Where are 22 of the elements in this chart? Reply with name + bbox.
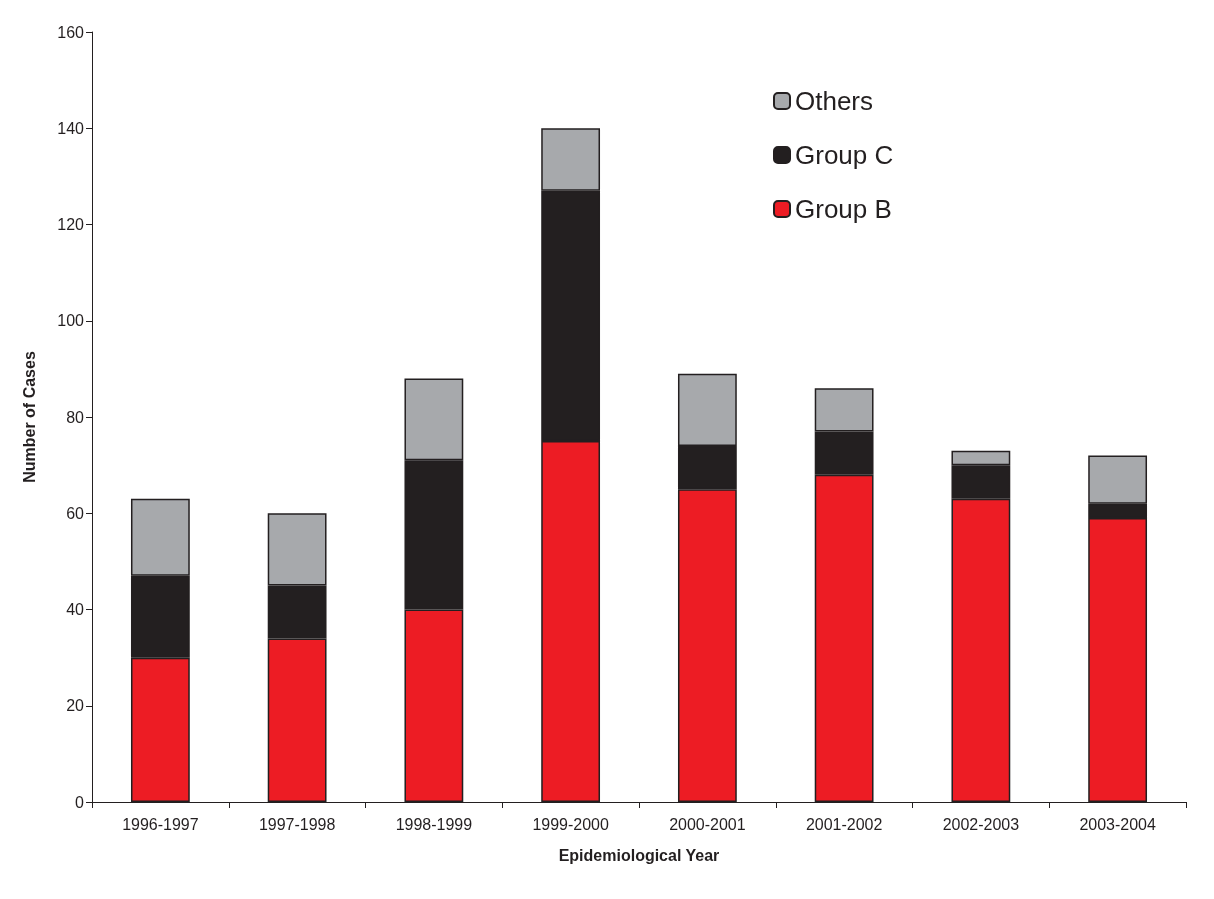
y-tick-label: 20	[66, 697, 85, 715]
x-tick-label: 2002-2003	[942, 815, 1020, 833]
y-tick-label: 0	[75, 793, 85, 811]
x-tick-label: 1998-1999	[395, 815, 473, 833]
y-axis-title: Number of Cases	[20, 351, 38, 483]
x-tick-label: 1996-1997	[122, 815, 199, 833]
y-tick-label: 120	[57, 216, 85, 233]
y-tick-label: 100	[57, 312, 85, 330]
legend-label: Group C	[795, 140, 894, 170]
legend-label: Group B	[795, 194, 892, 224]
y-tick-label: 60	[66, 504, 85, 522]
x-axis-title: Epidemiological Year	[558, 846, 720, 864]
x-tick-label: 2000-2001	[669, 815, 746, 833]
legend-label: Others	[795, 86, 874, 116]
x-tick-label: 1999-2000	[532, 815, 609, 833]
y-tick-label: 80	[66, 408, 85, 426]
x-tick-label: 2003-2004	[1079, 815, 1156, 833]
x-tick-label: 1997-1998	[258, 815, 336, 833]
y-tick-label: 40	[66, 601, 85, 618]
y-tick-label: 160	[57, 23, 85, 41]
x-tick-label: 2001-2002	[805, 815, 883, 833]
y-tick-label: 140	[57, 119, 85, 137]
